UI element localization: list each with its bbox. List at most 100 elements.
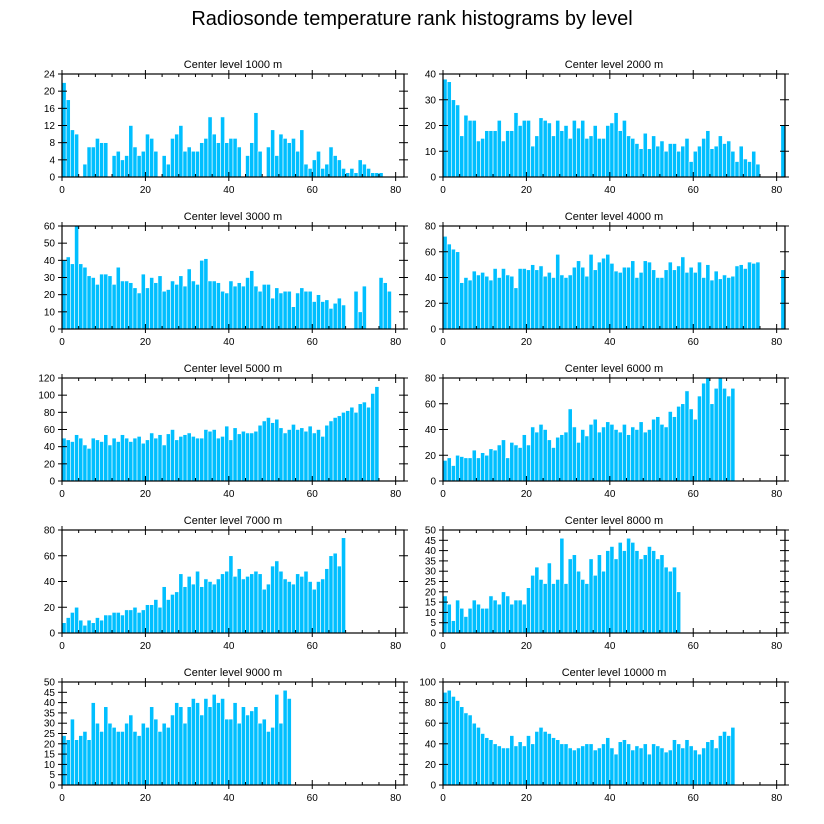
histogram-bar bbox=[124, 437, 130, 482]
histogram-bar bbox=[655, 145, 661, 178]
y-tick-label: 40 bbox=[425, 739, 437, 750]
histogram-bar bbox=[601, 138, 606, 178]
histogram-bar bbox=[111, 155, 117, 178]
y-tick-label: 20 bbox=[425, 587, 437, 598]
histogram-bar bbox=[349, 168, 355, 178]
y-tick-label: 15 bbox=[425, 598, 437, 609]
histogram-bar bbox=[299, 129, 305, 178]
x-tick-label: 40 bbox=[223, 793, 235, 804]
x-tick-label: 0 bbox=[59, 641, 65, 652]
histogram-bar bbox=[667, 143, 673, 178]
histogram-bar bbox=[132, 146, 138, 178]
histogram-bar bbox=[609, 747, 615, 786]
histogram-bar bbox=[236, 433, 242, 482]
histogram-bar bbox=[697, 261, 702, 330]
histogram-bar bbox=[328, 555, 334, 634]
x-tick-label: 80 bbox=[771, 489, 783, 500]
histogram-bar bbox=[182, 150, 188, 178]
histogram-bar bbox=[684, 390, 690, 482]
histogram-bar bbox=[588, 254, 594, 330]
histogram-bar bbox=[170, 429, 175, 482]
histogram-bar bbox=[90, 146, 96, 178]
histogram-bar bbox=[174, 702, 180, 786]
histogram-bar bbox=[178, 573, 184, 634]
histogram-bar bbox=[261, 420, 267, 482]
y-tick-label: 12 bbox=[44, 121, 56, 132]
histogram-bar bbox=[311, 588, 317, 634]
histogram-bar bbox=[370, 172, 376, 178]
histogram-bar bbox=[747, 261, 752, 330]
histogram-bar bbox=[647, 429, 652, 482]
histogram-bar bbox=[236, 282, 242, 330]
plot-frame bbox=[442, 681, 786, 786]
y-tick-label: 0 bbox=[49, 173, 55, 184]
histogram-bar bbox=[551, 583, 556, 634]
histogram-bar bbox=[74, 225, 79, 330]
histogram-bar bbox=[676, 150, 682, 178]
histogram-bar bbox=[634, 550, 640, 634]
histogram-bar bbox=[232, 576, 238, 634]
histogram-bar bbox=[182, 722, 188, 786]
histogram-bar bbox=[467, 714, 473, 786]
histogram-bar bbox=[186, 432, 192, 482]
histogram-bar bbox=[509, 275, 515, 330]
y-tick-label: 40 bbox=[425, 70, 437, 81]
histogram-bar bbox=[488, 739, 494, 786]
histogram-bar bbox=[186, 268, 192, 330]
histogram-bar bbox=[659, 747, 665, 786]
y-tick-label: 5 bbox=[49, 770, 55, 781]
histogram-bar bbox=[617, 741, 623, 786]
histogram-bar bbox=[559, 130, 565, 178]
histogram-bar bbox=[617, 542, 623, 634]
histogram-bar bbox=[467, 279, 473, 330]
histogram-bar bbox=[530, 575, 536, 634]
histogram-bar bbox=[95, 722, 100, 786]
histogram-bar bbox=[571, 266, 577, 330]
histogram-bar bbox=[378, 277, 384, 330]
histogram-bar bbox=[124, 722, 130, 786]
y-tick-label: 60 bbox=[425, 719, 437, 730]
histogram-bar bbox=[542, 275, 548, 330]
histogram-bar bbox=[241, 578, 246, 634]
histogram-bar bbox=[580, 745, 586, 786]
histogram-bar bbox=[730, 275, 736, 330]
histogram-bar bbox=[241, 285, 246, 330]
histogram-bar bbox=[115, 731, 121, 786]
histogram-bar bbox=[245, 714, 250, 786]
histogram-bar bbox=[513, 287, 519, 330]
histogram-bar bbox=[82, 624, 88, 634]
y-tick-label: 20 bbox=[44, 739, 56, 750]
histogram-bar bbox=[274, 287, 280, 330]
histogram-bar bbox=[136, 436, 142, 482]
histogram-bar bbox=[128, 282, 134, 330]
histogram-bar bbox=[178, 706, 184, 786]
histogram-bar bbox=[513, 112, 519, 178]
histogram-bar bbox=[476, 457, 481, 482]
histogram-bar bbox=[463, 712, 469, 786]
histogram-panel: 0 10 20 30 40 50 60 0 20 40 60 80 Center level 3000 … bbox=[44, 211, 408, 348]
histogram-bar bbox=[667, 411, 673, 482]
histogram-bar bbox=[555, 579, 561, 634]
y-tick-label: 0 bbox=[49, 781, 55, 792]
histogram-bar bbox=[484, 737, 490, 786]
histogram-bar bbox=[120, 434, 125, 482]
histogram-bar bbox=[442, 691, 448, 786]
histogram-bar bbox=[722, 274, 727, 330]
histogram-bar bbox=[713, 145, 719, 178]
histogram-bar bbox=[592, 749, 598, 786]
y-tick-label: 8 bbox=[49, 138, 55, 149]
x-tick-label: 0 bbox=[440, 793, 446, 804]
histogram-bar bbox=[249, 432, 255, 482]
histogram-bar bbox=[253, 112, 259, 178]
histogram-bar bbox=[70, 718, 75, 786]
histogram-bar bbox=[174, 439, 180, 482]
histogram-bar bbox=[282, 432, 288, 482]
histogram-bar bbox=[463, 277, 469, 330]
histogram-bar bbox=[190, 150, 196, 178]
histogram-bar bbox=[488, 130, 494, 178]
histogram-bar bbox=[655, 277, 661, 330]
histogram-bar bbox=[559, 537, 565, 634]
histogram-bar bbox=[120, 159, 125, 178]
x-tick-label: 60 bbox=[688, 337, 700, 348]
histogram-bar bbox=[642, 431, 648, 482]
